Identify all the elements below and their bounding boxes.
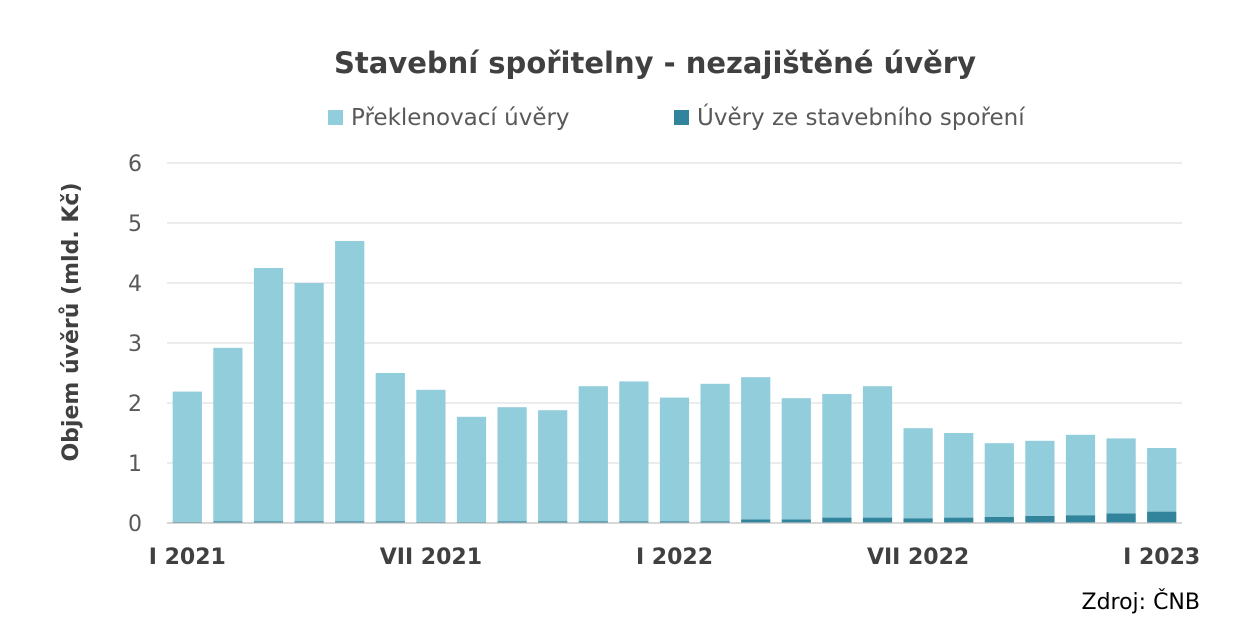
bar-stavebni-sporeni xyxy=(294,521,324,523)
bar-preklenovaci xyxy=(335,241,365,522)
x-tick-label: VII 2021 xyxy=(380,545,482,570)
bar-stavebni-sporeni xyxy=(375,521,405,523)
x-tick-label: VII 2022 xyxy=(867,545,969,570)
y-axis-label: Objem úvěrů (mld. Kč) xyxy=(59,182,84,461)
bar-stavebni-sporeni xyxy=(619,521,649,523)
bar-preklenovaci xyxy=(741,377,771,520)
bar-stavebni-sporeni xyxy=(700,521,730,523)
bar-stavebni-sporeni xyxy=(944,517,974,523)
x-tick-label: I 2023 xyxy=(1123,545,1200,570)
bar-stavebni-sporeni xyxy=(862,517,893,523)
bar-stavebni-sporeni xyxy=(1106,513,1136,523)
bar-preklenovaci xyxy=(172,391,202,522)
bars xyxy=(172,241,1177,523)
x-tick-label: I 2021 xyxy=(149,545,226,570)
y-tick-label: 0 xyxy=(128,512,142,537)
bar-stavebni-sporeni xyxy=(822,517,852,523)
bar-stavebni-sporeni xyxy=(741,519,771,523)
bar-preklenovaci xyxy=(294,283,324,522)
bar-stavebni-sporeni xyxy=(984,517,1014,523)
bar-preklenovaci xyxy=(1065,434,1096,516)
bar-stavebni-sporeni xyxy=(578,521,608,523)
bar-stavebni-sporeni xyxy=(1147,511,1177,523)
bar-preklenovaci xyxy=(1025,440,1055,516)
bar-stavebni-sporeni xyxy=(538,521,568,523)
bar-preklenovaci xyxy=(416,389,446,522)
bar-preklenovaci xyxy=(822,394,852,518)
legend-swatch-preklenovaci xyxy=(328,110,343,125)
y-tick-label: 6 xyxy=(128,152,142,177)
bar-preklenovaci xyxy=(1106,438,1136,514)
bar-preklenovaci xyxy=(984,443,1014,517)
bar-preklenovaci xyxy=(619,381,649,522)
legend-label-stavebni-sporeni: Úvěry ze stavebního spoření xyxy=(697,103,1025,131)
bar-preklenovaci xyxy=(578,386,608,522)
legend: Překlenovací úvěry Úvěry ze stavebního s… xyxy=(328,103,1025,131)
bar-stavebni-sporeni xyxy=(903,518,933,523)
bar-preklenovaci xyxy=(497,407,527,522)
y-tick-label: 2 xyxy=(128,392,142,417)
bar-preklenovaci xyxy=(456,416,487,522)
bar-preklenovaci xyxy=(781,398,811,520)
y-axis-ticks: 0 1 2 3 4 5 6 xyxy=(128,152,142,537)
bar-preklenovaci xyxy=(253,268,284,522)
bar-stavebni-sporeni xyxy=(1025,515,1055,523)
bar-preklenovaci xyxy=(862,386,893,518)
bar-stavebni-sporeni xyxy=(253,521,284,523)
bar-preklenovaci xyxy=(375,373,405,522)
legend-label-preklenovaci: Překlenovací úvěry xyxy=(351,105,570,131)
bar-preklenovaci xyxy=(213,347,243,522)
chart-title: Stavební spořitelny - nezajištěné úvěry xyxy=(334,46,976,80)
bar-preklenovaci xyxy=(659,397,690,522)
bar-stavebni-sporeni xyxy=(781,519,811,523)
bar-preklenovaci xyxy=(538,410,568,522)
bar-preklenovaci xyxy=(944,433,974,518)
y-tick-label: 3 xyxy=(128,332,142,357)
y-tick-label: 1 xyxy=(128,452,142,477)
bar-stavebni-sporeni xyxy=(335,521,365,523)
bar-preklenovaci xyxy=(700,383,730,522)
bar-stavebni-sporeni xyxy=(213,521,243,523)
source-note: Zdroj: ČNB xyxy=(1082,589,1201,615)
bar-preklenovaci xyxy=(1147,448,1177,512)
y-tick-label: 4 xyxy=(128,272,142,297)
y-tick-label: 5 xyxy=(128,212,142,237)
legend-swatch-stavebni-sporeni xyxy=(674,110,689,125)
x-tick-label: I 2022 xyxy=(636,545,713,570)
x-axis-ticks: I 2021 VII 2021 I 2022 VII 2022 I 2023 xyxy=(149,545,1200,570)
bar-stavebni-sporeni xyxy=(497,521,527,523)
bar-stavebni-sporeni xyxy=(659,521,690,523)
bar-stavebni-sporeni xyxy=(1065,515,1096,523)
bar-preklenovaci xyxy=(903,428,933,519)
